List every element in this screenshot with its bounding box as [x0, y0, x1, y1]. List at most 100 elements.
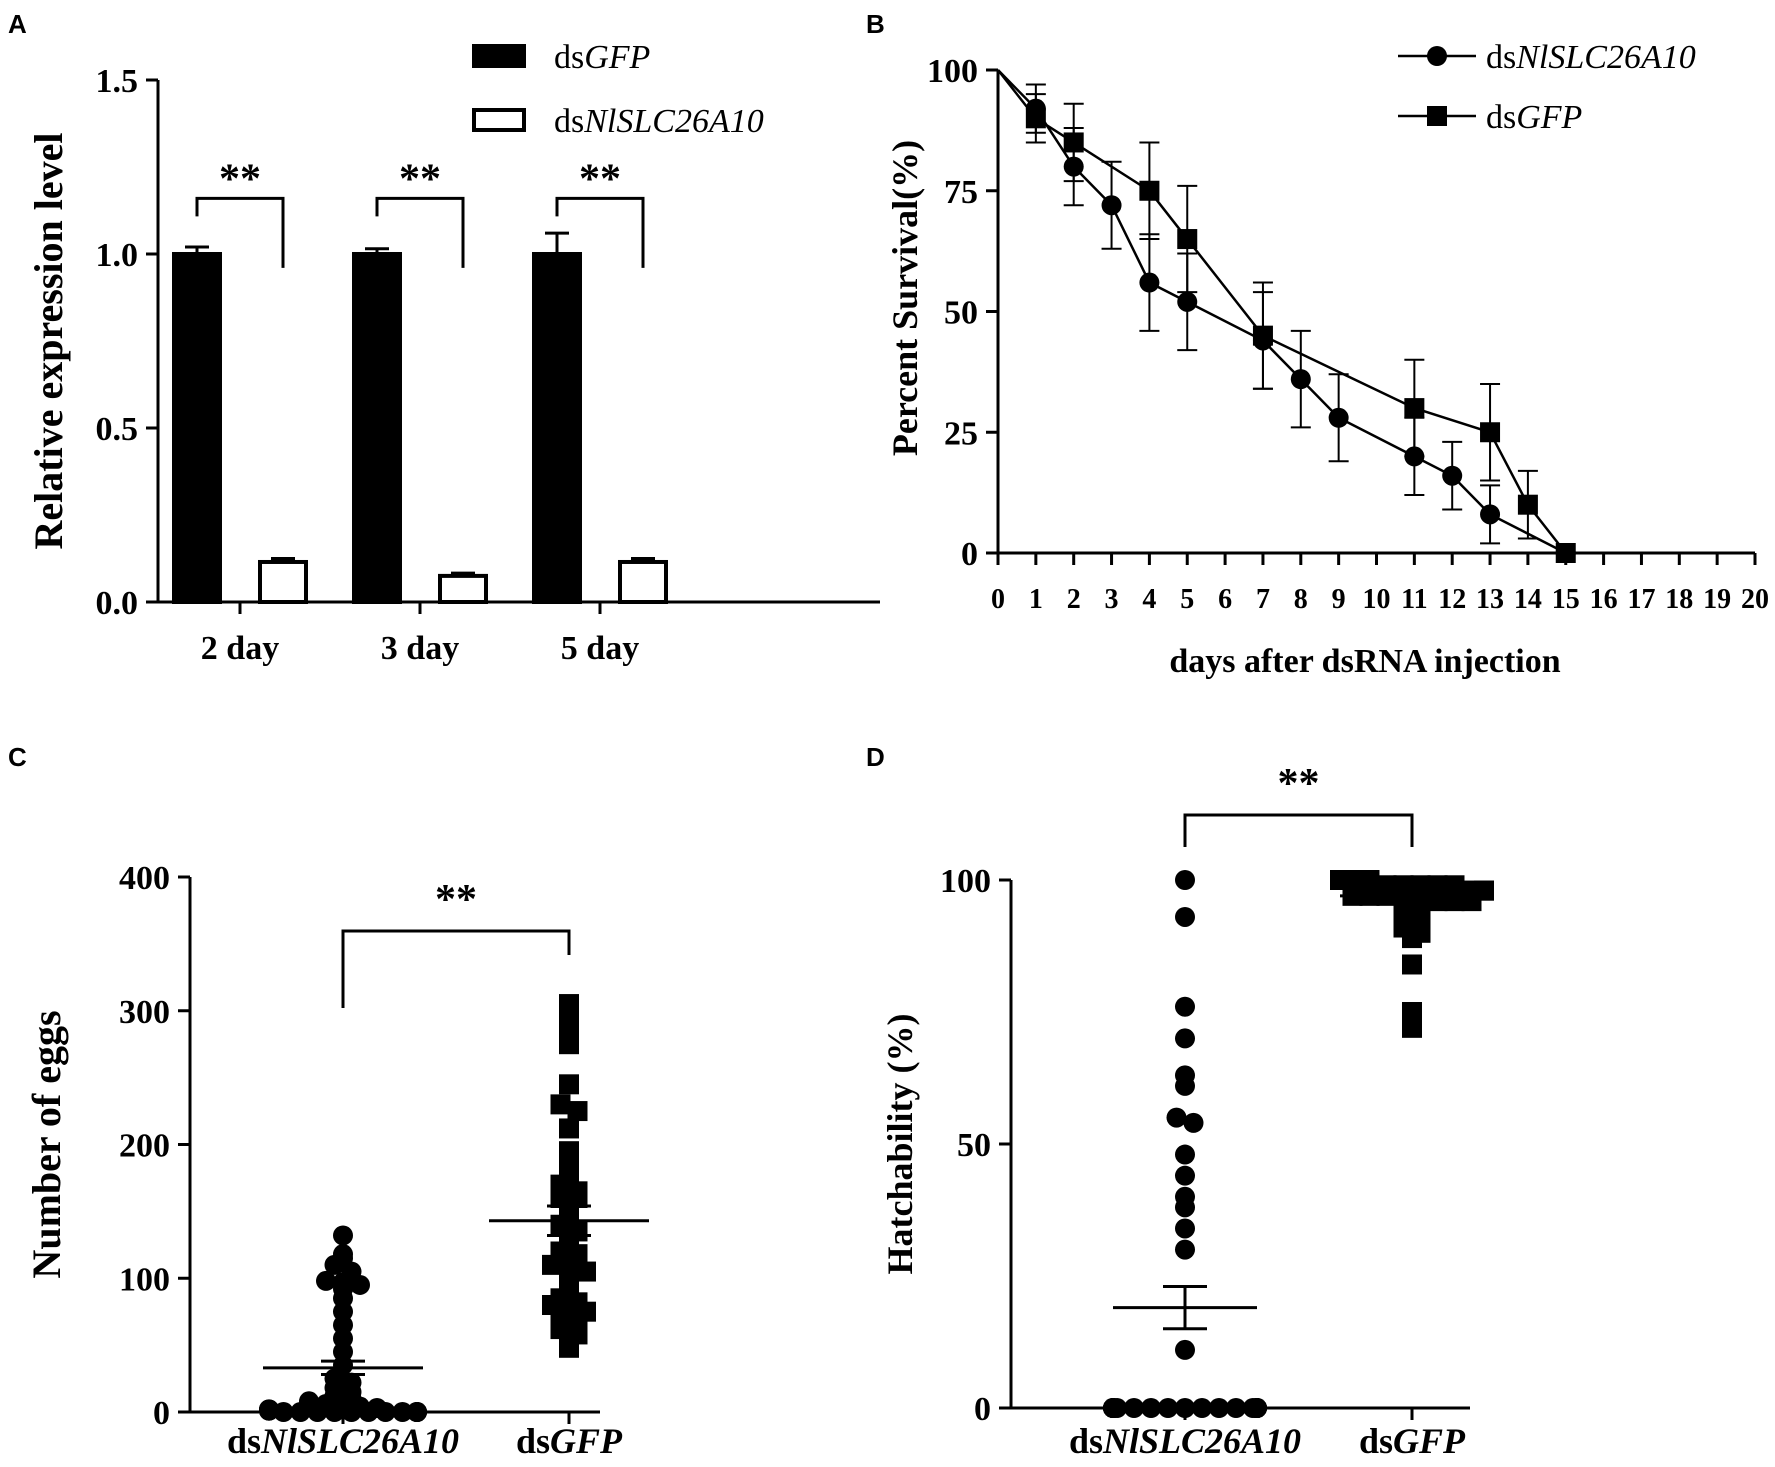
x-tick-label: 2 day — [201, 630, 279, 667]
data-point — [324, 1402, 345, 1422]
x-tick-label-italic: GFP — [550, 1421, 623, 1461]
x-tick-label: 15 — [1552, 584, 1580, 615]
data-point — [333, 1225, 353, 1246]
data-point — [1402, 928, 1422, 949]
data-point — [567, 1101, 588, 1122]
y-axis-label: Relative expression level — [26, 133, 71, 550]
data-point — [1101, 195, 1122, 216]
y-axis-label: Percent Survival(%) — [885, 140, 925, 456]
x-tick-label-prefix: ds — [227, 1421, 261, 1461]
x-tick-label: 5 day — [561, 630, 639, 667]
data-point — [1359, 870, 1380, 890]
data-point — [1063, 132, 1084, 153]
data-point — [1175, 1144, 1195, 1165]
data-point — [1175, 1197, 1195, 1218]
legend-marker — [1427, 46, 1447, 66]
legend-marker — [1427, 106, 1447, 126]
data-point — [316, 1270, 336, 1291]
data-point — [1404, 398, 1425, 419]
legend-label-prefix: ds — [554, 39, 584, 76]
data-point — [1166, 1107, 1187, 1128]
data-point — [1461, 891, 1482, 912]
x-axis-label: days after dsRNA injection — [1169, 643, 1560, 680]
y-tick-label: 100 — [119, 1261, 170, 1298]
legend-label: dsGFP — [554, 39, 650, 76]
panel-label-b: B — [866, 9, 885, 39]
x-tick-label: 3 day — [381, 630, 459, 667]
bar — [172, 252, 222, 604]
significance-bracket — [555, 196, 645, 268]
legend-label: dsGFP — [1486, 99, 1582, 136]
data-point — [1252, 325, 1273, 346]
bar — [438, 573, 488, 605]
data-point — [324, 1254, 345, 1275]
data-point — [1175, 870, 1195, 890]
x-tick-label: 6 — [1218, 584, 1232, 615]
data-point — [1175, 996, 1195, 1017]
data-point — [1442, 465, 1463, 486]
data-point — [341, 1402, 362, 1422]
data-point — [576, 1261, 596, 1282]
data-point — [1175, 1028, 1195, 1049]
legend-swatch — [472, 44, 526, 68]
data-point — [290, 1402, 311, 1422]
x-tick-label: 16 — [1590, 584, 1618, 615]
data-point — [1158, 1398, 1178, 1418]
y-tick-label: 0.0 — [96, 585, 139, 622]
data-point — [1480, 504, 1501, 525]
y-tick-label: 1.5 — [96, 63, 139, 100]
x-tick-label: 1 — [1029, 584, 1043, 615]
y-tick-label: 0.5 — [96, 411, 139, 448]
significance-label: ** — [435, 877, 477, 923]
data-point — [559, 1337, 579, 1358]
significance-label: ** — [219, 156, 261, 202]
x-tick-label: 10 — [1363, 584, 1391, 615]
x-tick-label: 0 — [991, 584, 1005, 615]
y-tick-label: 400 — [119, 860, 170, 897]
data-point — [1517, 494, 1538, 515]
significance-bracket — [195, 196, 285, 268]
significance-label: ** — [579, 156, 621, 202]
data-point — [307, 1402, 328, 1422]
x-tick-label-prefix: ds — [1359, 1421, 1393, 1461]
x-tick-label-prefix: ds — [1069, 1421, 1103, 1461]
x-tick-label: 19 — [1703, 584, 1731, 615]
data-point — [1175, 1239, 1195, 1260]
series-line — [997, 69, 1567, 554]
data-point — [1177, 229, 1198, 250]
x-tick-label: dsGFP — [1359, 1421, 1466, 1461]
x-tick-label-prefix: ds — [516, 1421, 550, 1461]
y-axis-label: Hatchability (%) — [880, 1014, 920, 1275]
data-point — [1177, 291, 1198, 312]
x-tick-label-italic: NlSLC26A10 — [1102, 1421, 1301, 1461]
y-tick-label: 200 — [119, 1128, 170, 1165]
x-tick-label: 8 — [1294, 584, 1308, 615]
y-tick-label: 50 — [944, 295, 978, 332]
data-point — [1124, 1398, 1144, 1418]
y-tick-label: 25 — [944, 415, 978, 452]
data-point — [1226, 1398, 1246, 1418]
y-tick-label: 50 — [957, 1127, 991, 1164]
data-point — [1480, 422, 1501, 443]
x-tick-label: 11 — [1401, 584, 1427, 615]
legend-label-italic: NlSLC26A10 — [1515, 39, 1695, 76]
bar — [532, 252, 582, 604]
data-point — [259, 1400, 279, 1421]
significance-bracket — [341, 929, 571, 1008]
data-point — [542, 1254, 562, 1275]
data-point — [559, 1034, 579, 1055]
data-point — [1192, 1398, 1212, 1418]
data-point — [407, 1402, 427, 1422]
data-point — [392, 1402, 413, 1422]
x-tick-label: 14 — [1514, 584, 1542, 615]
x-tick-label: 4 — [1142, 584, 1156, 615]
data-point — [1175, 1218, 1195, 1239]
legend-label: dsNlSLC26A10 — [1486, 39, 1696, 76]
y-tick-label: 0 — [961, 536, 978, 573]
data-point — [1139, 272, 1160, 293]
y-tick-label: 1.0 — [96, 237, 139, 274]
data-point — [1175, 1339, 1195, 1360]
